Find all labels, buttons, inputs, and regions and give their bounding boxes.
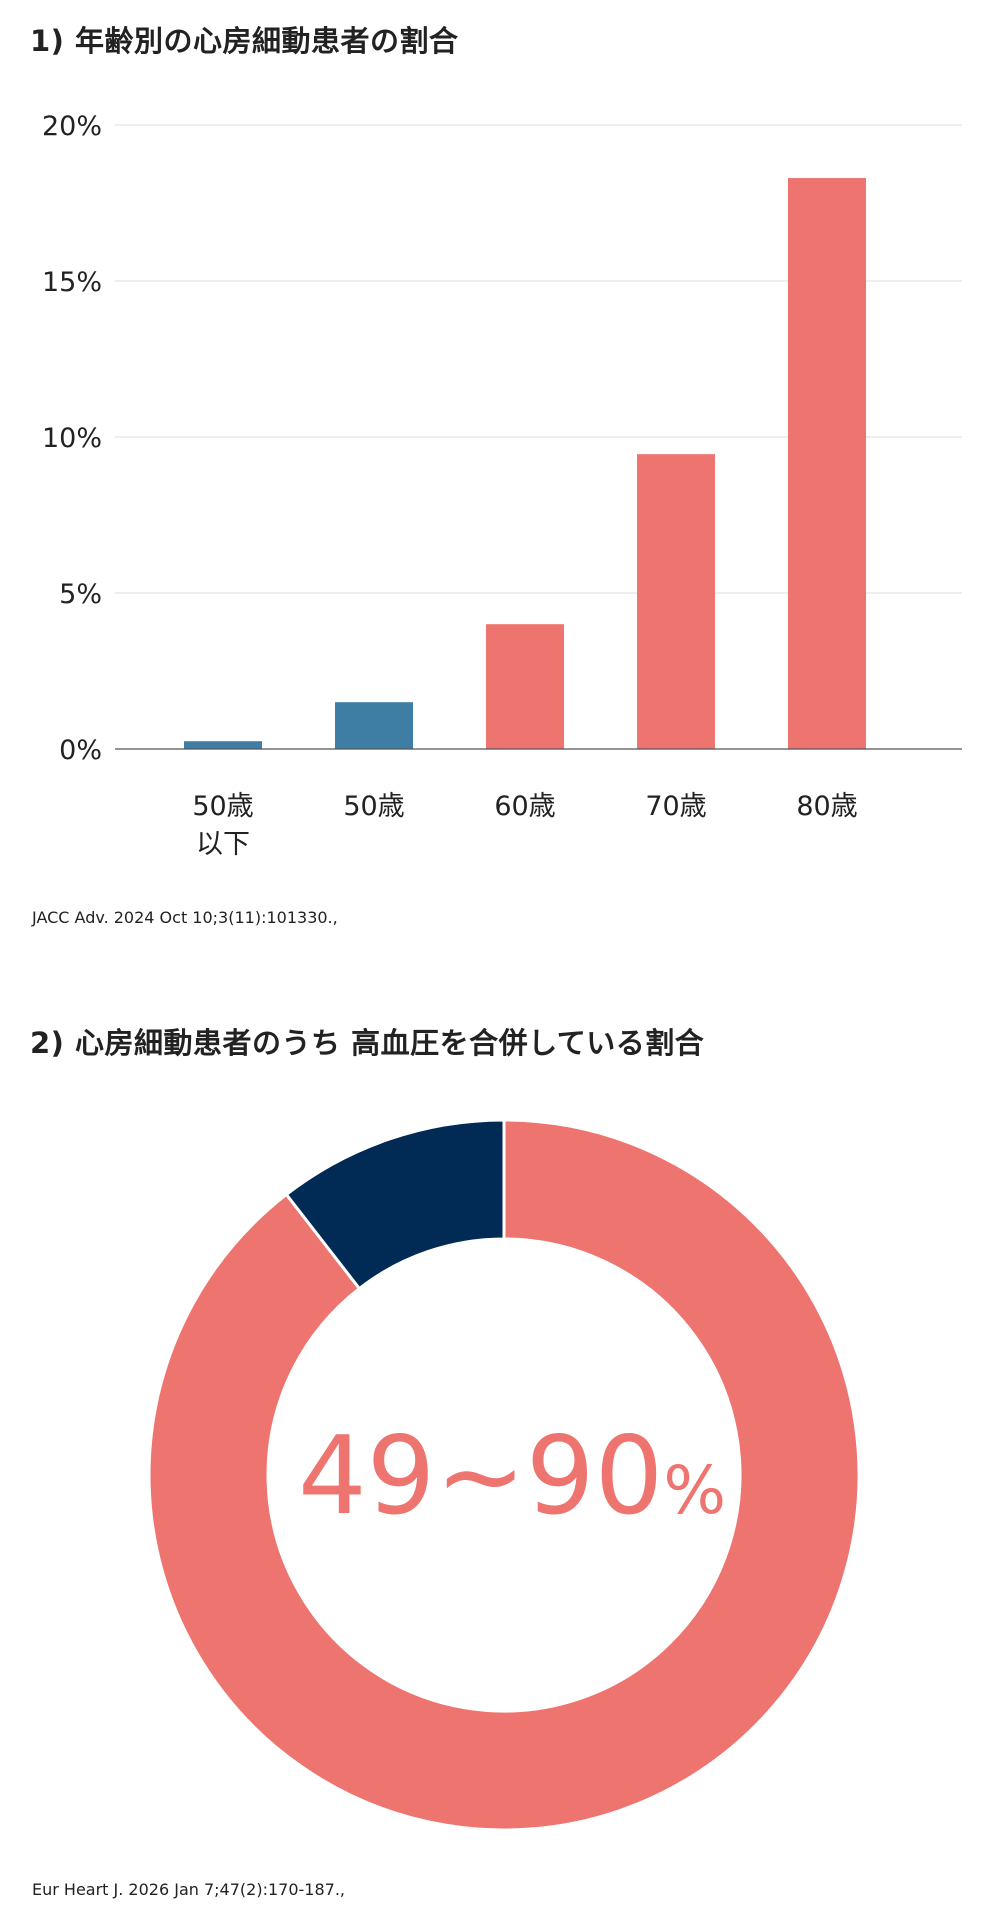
y-tick-label: 0% — [59, 735, 102, 766]
x-tick-label: 60歳 — [494, 791, 555, 822]
x-tick-label: 80歳 — [796, 791, 857, 822]
donut-chart-slices — [147, 1118, 861, 1832]
x-tick-label: 70歳 — [645, 791, 706, 822]
x-tick-label: 50歳 — [192, 791, 253, 822]
donut-center-unit: % — [663, 1452, 726, 1529]
bar — [184, 741, 262, 749]
bar-chart-bars — [184, 178, 866, 750]
bar-chart-y-tick-labels: 0% 5% 10% 15% 20% — [42, 111, 102, 766]
y-tick-label: 20% — [42, 111, 102, 142]
donut-chart-title: 2) 心房細動患者のうち 高血圧を合併している割合 — [30, 1026, 705, 1060]
donut-center-value: 49~90 — [298, 1414, 663, 1539]
bar-chart-source: JACC Adv. 2024 Oct 10;3(11):101330., — [32, 908, 338, 927]
y-tick-label: 5% — [59, 579, 102, 610]
bar-chart-title: 1) 年齢別の心房細動患者の割合 — [30, 24, 459, 58]
bar — [637, 454, 715, 749]
x-tick-label: 以下 — [196, 829, 250, 860]
donut-chart-source: Eur Heart J. 2026 Jan 7;47(2):170-187., — [32, 1880, 345, 1899]
y-tick-label: 15% — [42, 267, 102, 298]
y-tick-label: 10% — [42, 423, 102, 454]
donut-slice — [147, 1118, 861, 1832]
bar — [788, 178, 866, 750]
donut-slice — [284, 1118, 506, 1291]
bar — [335, 702, 413, 749]
bar — [486, 624, 564, 749]
x-tick-label: 50歳 — [343, 791, 404, 822]
donut-center-label: 49~90% — [298, 1414, 726, 1539]
